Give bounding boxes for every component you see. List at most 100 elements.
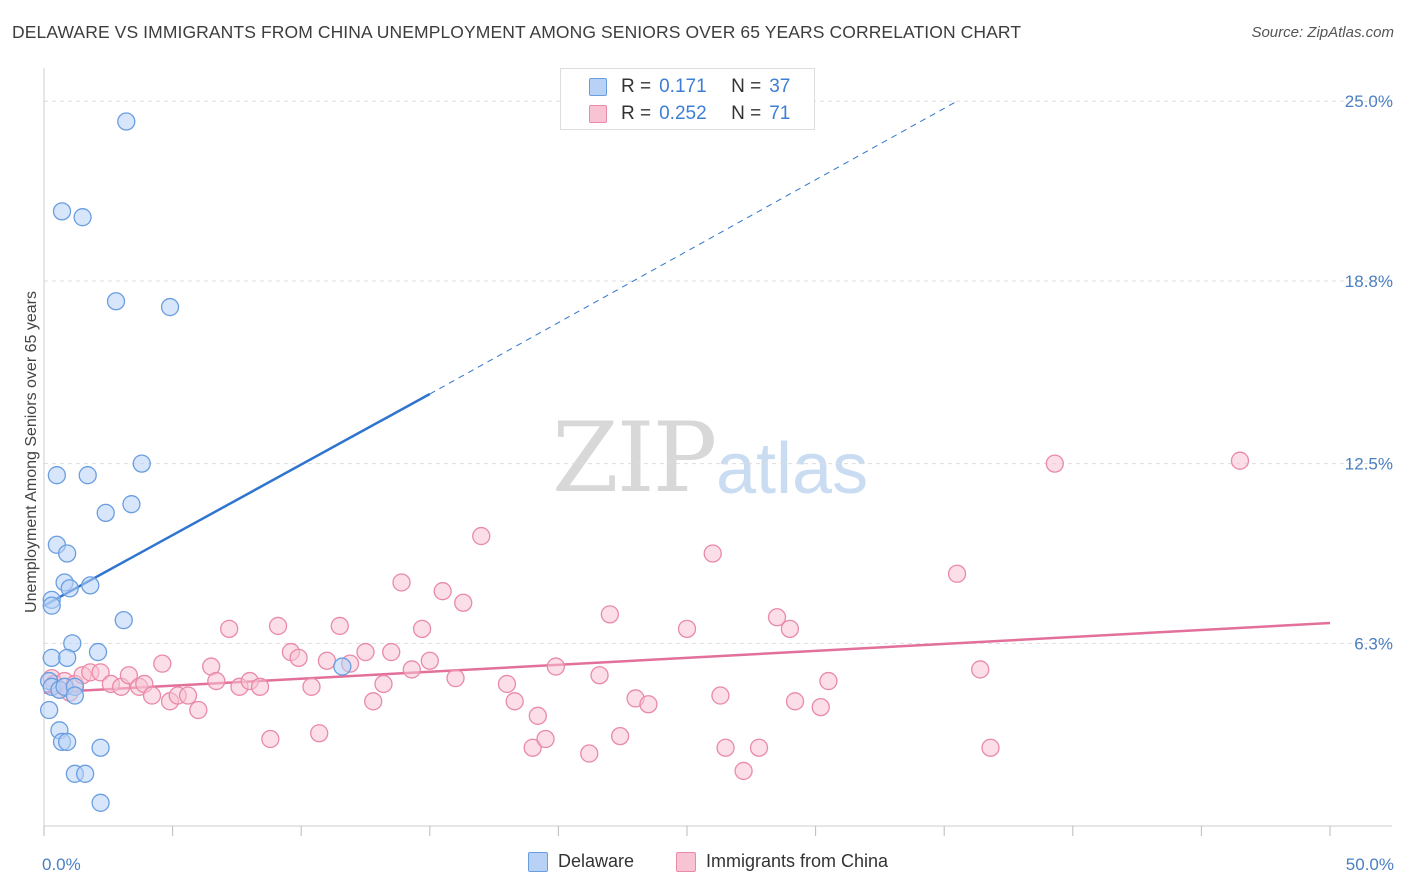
delaware-point bbox=[91, 793, 110, 812]
y-tick-label: 6.3% bbox=[1354, 634, 1393, 653]
delaware-point bbox=[81, 576, 100, 595]
china-point bbox=[178, 686, 198, 705]
legend-r-label: R = bbox=[621, 76, 652, 97]
legend-r-value: 0.252 bbox=[659, 103, 707, 124]
delaware-point bbox=[106, 292, 126, 311]
chart-source: Source: ZipAtlas.com bbox=[1251, 24, 1394, 41]
gridlines bbox=[44, 100, 1392, 644]
china-point bbox=[119, 666, 139, 685]
china-point bbox=[374, 674, 393, 694]
china-point bbox=[734, 761, 753, 781]
x-tick-label: 0.0% bbox=[42, 855, 81, 874]
y-tick-label: 18.8% bbox=[1345, 272, 1393, 291]
delaware-point bbox=[88, 642, 108, 662]
series-legend: Delaware Immigrants from China bbox=[0, 851, 1406, 877]
china-point bbox=[711, 686, 730, 705]
china-point bbox=[811, 697, 830, 717]
delaware-point bbox=[39, 700, 59, 720]
delaware-point bbox=[91, 738, 110, 757]
china-point bbox=[536, 729, 555, 749]
china-point bbox=[302, 677, 321, 696]
china-point bbox=[600, 605, 619, 624]
delaware-point bbox=[42, 596, 61, 615]
china-point bbox=[310, 724, 329, 743]
y-tick-label: 25.0% bbox=[1345, 92, 1393, 111]
china-point bbox=[142, 686, 162, 705]
data-points bbox=[39, 112, 1250, 812]
china-point bbox=[364, 692, 383, 711]
delaware-point bbox=[114, 611, 133, 630]
china-point bbox=[446, 668, 465, 688]
china-point bbox=[356, 642, 375, 662]
delaware-point bbox=[60, 579, 79, 598]
china-point bbox=[250, 677, 270, 696]
delaware-point bbox=[117, 112, 136, 131]
delaware-point bbox=[57, 544, 77, 563]
china-point bbox=[716, 738, 735, 757]
legend-n-value: 71 bbox=[769, 103, 791, 124]
china-point bbox=[261, 729, 280, 749]
y-axis-label: Unemployment Among Seniors over 65 years bbox=[23, 291, 40, 613]
china-point bbox=[580, 744, 599, 763]
delaware-point bbox=[76, 764, 95, 783]
china-point bbox=[153, 654, 172, 673]
china-point bbox=[610, 726, 630, 746]
watermark-zip: ZIP bbox=[552, 402, 717, 514]
china-point bbox=[639, 695, 658, 714]
china-point bbox=[402, 660, 421, 679]
series-swatch-delaware bbox=[528, 851, 548, 872]
china-point bbox=[497, 674, 517, 694]
china-point bbox=[528, 706, 547, 725]
china-point bbox=[1230, 451, 1250, 470]
china-point bbox=[523, 738, 542, 757]
china-point bbox=[785, 692, 805, 711]
trend-line-delaware bbox=[43, 392, 431, 607]
delaware-point bbox=[132, 454, 151, 473]
china-point bbox=[268, 616, 288, 636]
delaware-point bbox=[47, 466, 67, 485]
china-point bbox=[1045, 454, 1064, 473]
chart-title: DELAWARE VS IMMIGRANTS FROM CHINA UNEMPL… bbox=[12, 22, 1022, 42]
china-point bbox=[91, 663, 110, 682]
china-point bbox=[546, 657, 565, 676]
series-swatch-china bbox=[676, 851, 696, 872]
legend-row-delaware: R = 0.171 N = 37 bbox=[589, 74, 790, 100]
china-point bbox=[971, 660, 990, 679]
legend-n-value: 37 bbox=[769, 76, 791, 97]
delaware-point bbox=[42, 648, 61, 667]
china-point bbox=[703, 544, 722, 563]
china-point bbox=[382, 642, 401, 662]
watermark-atlas: atlas bbox=[716, 429, 869, 509]
china-point bbox=[289, 648, 308, 667]
china-point bbox=[220, 619, 239, 639]
china-point bbox=[412, 619, 432, 639]
series-legend-china: Immigrants from China bbox=[676, 851, 888, 872]
legend-swatch-delaware bbox=[589, 78, 607, 96]
delaware-point bbox=[57, 648, 77, 667]
china-point bbox=[947, 564, 967, 583]
china-point bbox=[981, 738, 1000, 757]
delaware-point bbox=[78, 466, 97, 485]
china-point bbox=[330, 616, 349, 636]
china-point bbox=[749, 738, 769, 757]
delaware-point bbox=[73, 208, 92, 227]
china-point bbox=[780, 619, 800, 639]
y-tick-label: 12.5% bbox=[1345, 455, 1393, 474]
china-point bbox=[433, 582, 452, 601]
delaware-point bbox=[160, 297, 180, 317]
china-point bbox=[819, 671, 838, 691]
delaware-point bbox=[96, 503, 115, 523]
delaware-point bbox=[65, 686, 85, 705]
series-label-delaware: Delaware bbox=[558, 851, 635, 871]
delaware-point bbox=[333, 657, 352, 676]
delaware-point bbox=[122, 495, 141, 514]
china-point bbox=[505, 692, 524, 711]
china-point bbox=[392, 573, 411, 592]
china-point bbox=[454, 593, 473, 612]
x-tick-label: 50.0% bbox=[1346, 855, 1394, 874]
china-point bbox=[317, 651, 337, 670]
axes bbox=[43, 68, 1392, 836]
legend-swatch-china bbox=[589, 105, 607, 123]
china-point bbox=[767, 608, 787, 627]
